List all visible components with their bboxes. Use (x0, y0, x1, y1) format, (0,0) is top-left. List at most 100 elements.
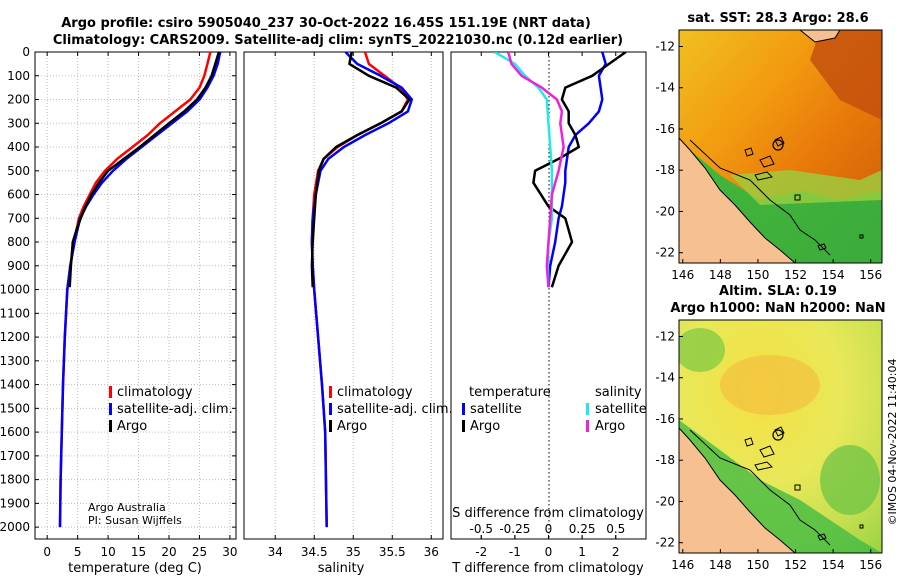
salinity-legend: climatology satellite-adj. clim. Argo (329, 385, 453, 434)
argo-float-marker (772, 429, 784, 441)
legend-swatch-sal-satellite (586, 403, 589, 415)
difference-panel: -2 -1 0 1 2 T difference from climatology S … (450, 51, 647, 576)
credit-line1: Argo Australia (88, 501, 166, 514)
shelf-contour (689, 429, 831, 546)
legend-title-temperature: temperature (469, 385, 551, 400)
y-tick-label: 1000 (0, 283, 30, 297)
map-x-tick-label: 152 (784, 268, 807, 282)
map-x-tick-label: 148 (709, 558, 732, 572)
y-tick-label: 900 (7, 259, 30, 273)
salinity-axes-frame (243, 51, 444, 540)
legend-label-climatology: climatology (117, 385, 193, 400)
temperature-xlabel: temperature (deg C) (68, 561, 202, 576)
difference-legend: temperature salinity satellite Argo sate… (462, 385, 647, 434)
y-tick-label: 500 (7, 164, 30, 178)
y-tick-label: 100 (7, 69, 30, 83)
y-tick-label: 1400 (0, 378, 30, 392)
sla-map-panel: Altim. SLA: 0.19 Argo h1000: NaN h2000: … (655, 284, 885, 572)
argo-float-marker (772, 139, 784, 151)
legend-swatch-argo (329, 420, 332, 432)
legend-label-satellite-adj: satellite-adj. clim. (337, 402, 453, 417)
map-x-tick-label: 150 (746, 558, 769, 572)
land-north (799, 30, 841, 43)
x-tick-label: 2 (612, 545, 620, 559)
reef-outlines (744, 136, 864, 251)
map-y-tick-label: -22 (655, 246, 675, 260)
x-tick-label: 36 (424, 545, 439, 559)
legend-swatch-climatology (329, 386, 332, 398)
credit-line2: PI: Susan Wijffels (88, 514, 182, 527)
difference-xlabel: T difference from climatology (451, 561, 644, 576)
legend-label-temp-argo: Argo (470, 419, 500, 434)
legend-swatch-temp-satellite (462, 403, 465, 415)
map-x-tick-label: 150 (746, 268, 769, 282)
legend-title-salinity: salinity (595, 385, 642, 400)
x-tick-label: 35 (346, 545, 361, 559)
x-tick-label: 5 (74, 545, 82, 559)
map-y-tick-label: -12 (655, 329, 675, 343)
difference-xlabel2: S difference from climatology (452, 506, 644, 521)
shelf-contour (689, 139, 831, 256)
map-x-tick-label: 148 (709, 268, 732, 282)
reef-outlines (744, 426, 864, 541)
x-tick-label: -1 (509, 545, 521, 559)
sst-map-panel: sat. SST: 28.3 Argo: 28.6 146 148 150 152 15… (655, 11, 883, 282)
x-tick-label: 30 (222, 545, 237, 559)
x-tick-label: 35.5 (379, 545, 406, 559)
sst-green-blend (730, 170, 882, 205)
land-mass (679, 427, 796, 553)
sla-map-title-line2: Argo h1000: NaN h2000: NaN (670, 301, 885, 316)
imos-watermark: ©IMOS 04-Nov-2022 11:40:04 (886, 359, 899, 526)
s-tick-label: -0.25 (499, 522, 530, 536)
legend-swatch-argo (109, 420, 112, 432)
map-x-tick-label: 156 (859, 558, 882, 572)
s-tick-label: -0.5 (470, 522, 493, 536)
legend-label-temp-satellite: satellite (470, 402, 522, 417)
sst-map-title: sat. SST: 28.3 Argo: 28.6 (687, 11, 868, 26)
legend-label-sal-satellite: satellite (595, 402, 647, 417)
y-tick-label: 1700 (0, 449, 30, 463)
map-y-tick-label: -12 (655, 39, 675, 53)
map-y-tick-label: -16 (655, 122, 675, 136)
x-tick-label: 0 (545, 545, 553, 559)
temperature-legend: climatology satellite-adj. clim. Argo (109, 385, 233, 434)
legend-label-sal-argo: Argo (595, 419, 625, 434)
salinity-panel: 34 34.5 35 35.5 36 salinity climatology sate… (243, 51, 453, 576)
map-y-tick-label: -18 (655, 453, 675, 467)
y-tick-label: 700 (7, 211, 30, 225)
s-tick-label: 0.5 (606, 522, 625, 536)
figure-title-line1: Argo profile: csiro 5905040_237 30-Oct-2… (61, 16, 591, 31)
legend-swatch-temp-argo (462, 420, 465, 432)
legend-swatch-sal-argo (586, 420, 589, 432)
y-tick-label: 200 (7, 93, 30, 107)
series-line-climatology (58, 52, 212, 528)
s-tick-label: 0.25 (569, 522, 596, 536)
y-tick-label: 1800 (0, 473, 30, 487)
land-mass (679, 137, 796, 263)
map-x-tick-label: 156 (859, 268, 882, 282)
map-y-tick-label: -22 (655, 536, 675, 550)
y-tick-label: 0 (22, 45, 30, 59)
legend-swatch-climatology (109, 386, 112, 398)
map-x-tick-label: 154 (822, 268, 845, 282)
x-tick-label: 1 (578, 545, 586, 559)
y-tick-label: 1100 (0, 306, 30, 320)
map-x-tick-label: 146 (671, 268, 694, 282)
y-tick-label: 600 (7, 188, 30, 202)
y-tick-label: 1900 (0, 496, 30, 510)
y-tick-label: 1300 (0, 354, 30, 368)
figure-title-line2: Climatology: CARS2009. Satellite-adj cli… (53, 33, 623, 48)
y-tick-label: 1600 (0, 425, 30, 439)
temperature-panel: 0100200300400500600700800900100011001200… (0, 45, 238, 576)
y-tick-label: 1200 (0, 330, 30, 344)
legend-label-climatology: climatology (337, 385, 413, 400)
s-tick-label: 0 (545, 522, 553, 536)
y-tick-label: 300 (7, 116, 30, 130)
x-tick-label: 0 (43, 545, 51, 559)
sst-warm-patch (810, 30, 882, 120)
y-tick-label: 1500 (0, 401, 30, 415)
map-y-tick-label: -14 (655, 371, 675, 385)
series-line-satellite-adj-clim- (310, 52, 414, 528)
y-tick-label: 400 (7, 140, 30, 154)
